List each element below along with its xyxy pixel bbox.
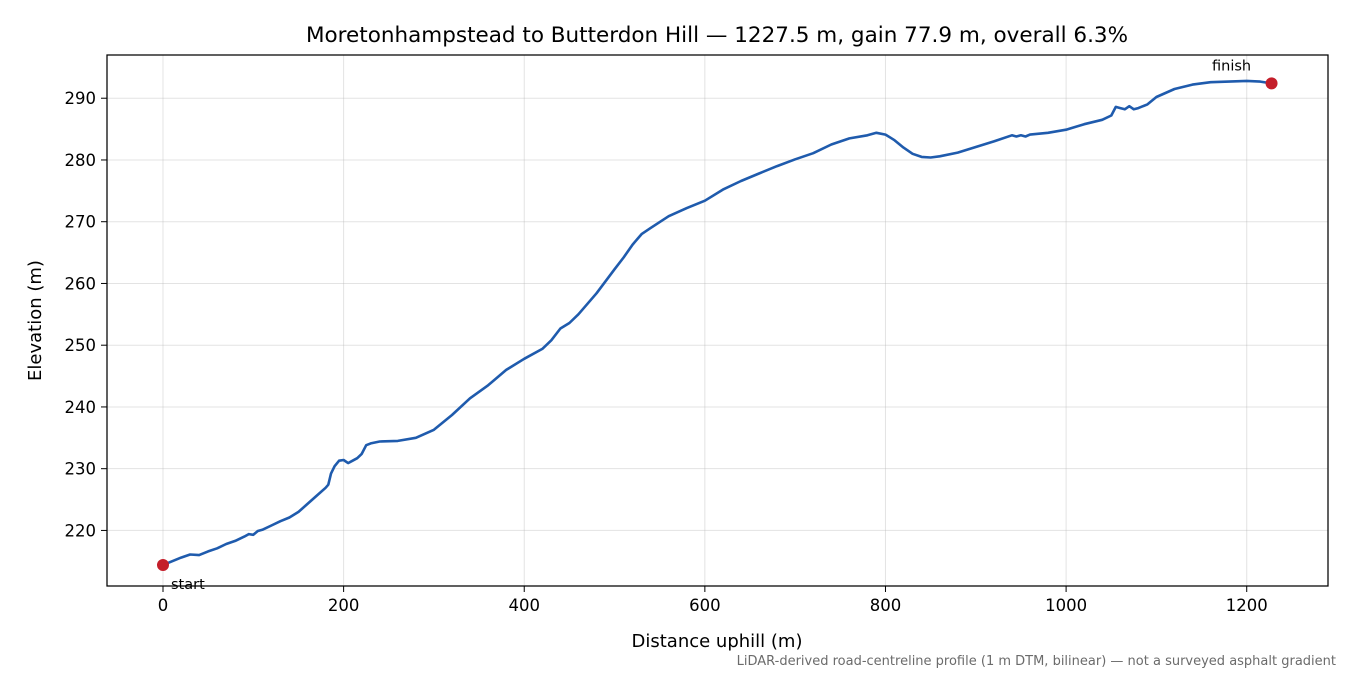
y-tick-label: 230 [65,460,97,479]
x-tick-label: 800 [870,596,902,615]
x-tick-label: 1200 [1226,596,1268,615]
x-tick-label: 600 [689,596,721,615]
y-tick-label: 240 [65,398,97,417]
chart-title: Moretonhampstead to Butterdon Hill — 122… [306,23,1128,48]
start-label: start [171,577,205,593]
elevation-profile-line [161,79,1273,567]
x-tick-label: 200 [328,596,360,615]
y-tick-label: 290 [65,89,97,108]
y-axis-label: Elevation (m) [25,260,46,381]
x-axis-label: Distance uphill (m) [632,631,803,652]
x-tick-label: 0 [158,596,169,615]
start-marker [156,559,169,572]
finish-marker [1265,77,1278,90]
plot-frame [106,54,1329,587]
x-tick-label: 400 [508,596,540,615]
marker-layer: start finish [156,58,1278,593]
tick-layer: 0 200 400 600 800 1000 1200 220 230 240 250 260 270 2… [65,89,1268,615]
x-tick-label: 1000 [1045,596,1087,615]
y-tick-label: 270 [65,213,97,232]
y-tick-label: 280 [65,151,97,170]
finish-label: finish [1212,58,1251,74]
grid-layer [107,55,1328,586]
y-tick-label: 250 [65,336,97,355]
series-layer [161,79,1273,567]
y-tick-label: 260 [65,274,97,293]
chart-footnote: LiDAR-derived road-centreline profile (1… [737,654,1336,669]
y-tick-label: 220 [65,521,97,540]
